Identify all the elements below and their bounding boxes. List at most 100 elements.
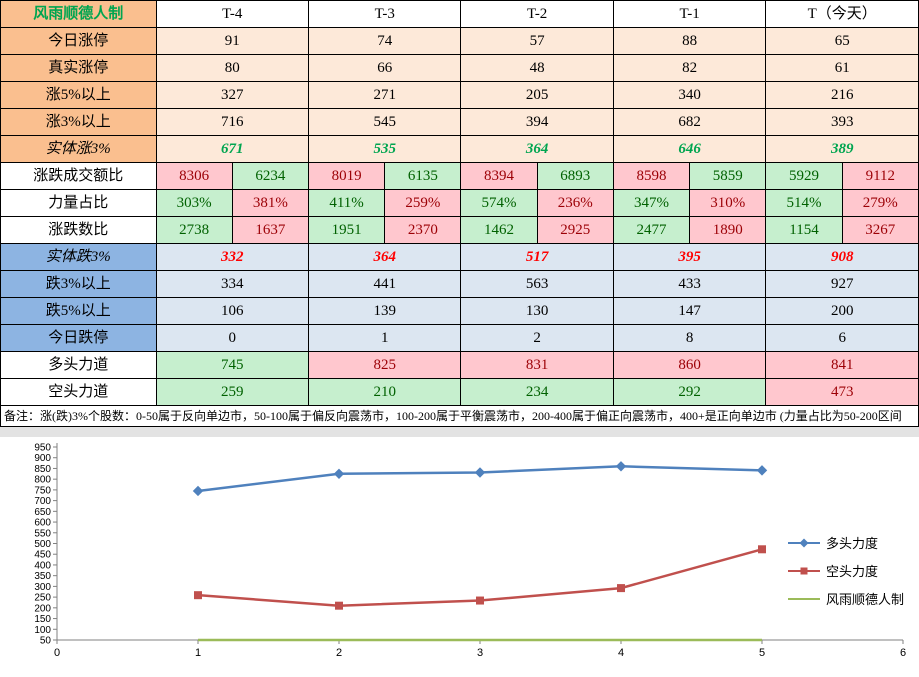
cell[interactable]: 310% — [689, 189, 767, 217]
cell[interactable]: 271 — [307, 81, 462, 109]
note-text[interactable]: 备注：涨(跌)3%个股数：0-50属于反向单边市，50-100属于偏反向震荡市，… — [0, 405, 919, 427]
cell[interactable]: 205 — [460, 81, 614, 109]
cell[interactable]: 364 — [307, 243, 462, 271]
cell[interactable]: 8306 — [155, 162, 233, 190]
cell[interactable]: 574% — [460, 189, 538, 217]
legend-item[interactable]: 风雨顺德人制 — [788, 589, 904, 608]
cell[interactable]: 517 — [460, 243, 614, 271]
cell[interactable]: 2925 — [536, 216, 614, 244]
row-label[interactable]: 实体跌3% — [0, 243, 157, 271]
row-label[interactable]: 多头力道 — [0, 351, 157, 379]
cell[interactable]: 1154 — [765, 216, 843, 244]
cell[interactable]: 671 — [155, 135, 309, 163]
cell[interactable]: 381% — [231, 189, 309, 217]
cell[interactable]: 6234 — [231, 162, 309, 190]
cell[interactable]: 139 — [307, 297, 462, 325]
cell[interactable]: 389 — [765, 135, 919, 163]
cell[interactable]: 2 — [460, 324, 614, 352]
cell[interactable]: 2477 — [612, 216, 691, 244]
cell[interactable]: 364 — [460, 135, 614, 163]
cell[interactable]: 8019 — [307, 162, 386, 190]
row-label[interactable]: 涨3%以上 — [0, 108, 157, 136]
cell[interactable]: 57 — [460, 27, 614, 55]
cell[interactable]: 279% — [841, 189, 919, 217]
cell[interactable]: 860 — [612, 351, 767, 379]
legend-item[interactable]: 多头力度 — [788, 533, 904, 552]
cell[interactable]: 473 — [765, 378, 919, 406]
cell[interactable]: 831 — [460, 351, 614, 379]
cell[interactable]: 292 — [612, 378, 767, 406]
row-label[interactable]: 空头力道 — [0, 378, 157, 406]
row-label[interactable]: 涨跌数比 — [0, 216, 157, 244]
legend-item[interactable]: 空头力度 — [788, 561, 904, 580]
column-header[interactable]: T-3 — [307, 0, 462, 28]
cell[interactable]: 48 — [460, 54, 614, 82]
cell[interactable]: 0 — [155, 324, 309, 352]
cell[interactable]: 411% — [307, 189, 386, 217]
cell[interactable]: 825 — [307, 351, 462, 379]
row-label[interactable]: 实体涨3% — [0, 135, 157, 163]
row-label[interactable]: 力量占比 — [0, 189, 157, 217]
cell[interactable]: 65 — [765, 27, 919, 55]
cell[interactable]: 236% — [536, 189, 614, 217]
table-title-cell[interactable]: 风雨顺德人制 — [0, 0, 157, 28]
cell[interactable]: 259% — [384, 189, 462, 217]
row-label[interactable]: 涨跌成交额比 — [0, 162, 157, 190]
row-label[interactable]: 涨5%以上 — [0, 81, 157, 109]
cell[interactable]: 433 — [612, 270, 767, 298]
cell[interactable]: 563 — [460, 270, 614, 298]
cell[interactable]: 5929 — [765, 162, 843, 190]
cell[interactable]: 8 — [612, 324, 767, 352]
cell[interactable]: 545 — [307, 108, 462, 136]
cell[interactable]: 74 — [307, 27, 462, 55]
cell[interactable]: 841 — [765, 351, 919, 379]
cell[interactable]: 1462 — [460, 216, 538, 244]
cell[interactable]: 88 — [612, 27, 767, 55]
cell[interactable]: 130 — [460, 297, 614, 325]
cell[interactable]: 347% — [612, 189, 691, 217]
cell[interactable]: 908 — [765, 243, 919, 271]
cell[interactable]: 6 — [765, 324, 919, 352]
cell[interactable]: 9112 — [841, 162, 919, 190]
row-label[interactable]: 真实涨停 — [0, 54, 157, 82]
cell[interactable]: 514% — [765, 189, 843, 217]
cell[interactable]: 332 — [155, 243, 309, 271]
cell[interactable]: 8598 — [612, 162, 691, 190]
row-label[interactable]: 跌5%以上 — [0, 297, 157, 325]
cell[interactable]: 6893 — [536, 162, 614, 190]
cell[interactable]: 200 — [765, 297, 919, 325]
row-label[interactable]: 今日跌停 — [0, 324, 157, 352]
cell[interactable]: 5859 — [689, 162, 767, 190]
cell[interactable]: 216 — [765, 81, 919, 109]
cell[interactable]: 2738 — [155, 216, 233, 244]
cell[interactable]: 106 — [155, 297, 309, 325]
cell[interactable]: 393 — [765, 108, 919, 136]
cell[interactable]: 8394 — [460, 162, 538, 190]
cell[interactable]: 716 — [155, 108, 309, 136]
cell[interactable]: 441 — [307, 270, 462, 298]
cell[interactable]: 745 — [155, 351, 309, 379]
cell[interactable]: 1637 — [231, 216, 309, 244]
cell[interactable]: 210 — [307, 378, 462, 406]
cell[interactable]: 80 — [155, 54, 309, 82]
row-label[interactable]: 今日涨停 — [0, 27, 157, 55]
cell[interactable]: 303% — [155, 189, 233, 217]
cell[interactable]: 334 — [155, 270, 309, 298]
row-label[interactable]: 跌3%以上 — [0, 270, 157, 298]
column-header[interactable]: T-4 — [155, 0, 309, 28]
cell[interactable]: 646 — [612, 135, 767, 163]
cell[interactable]: 66 — [307, 54, 462, 82]
cell[interactable]: 395 — [612, 243, 767, 271]
cell[interactable]: 327 — [155, 81, 309, 109]
cell[interactable]: 394 — [460, 108, 614, 136]
cell[interactable]: 535 — [307, 135, 462, 163]
column-header[interactable]: T-2 — [460, 0, 614, 28]
cell[interactable]: 1890 — [689, 216, 767, 244]
cell[interactable]: 3267 — [841, 216, 919, 244]
cell[interactable]: 6135 — [384, 162, 462, 190]
cell[interactable]: 1951 — [307, 216, 386, 244]
cell[interactable]: 147 — [612, 297, 767, 325]
cell[interactable]: 340 — [612, 81, 767, 109]
cell[interactable]: 682 — [612, 108, 767, 136]
cell[interactable]: 61 — [765, 54, 919, 82]
